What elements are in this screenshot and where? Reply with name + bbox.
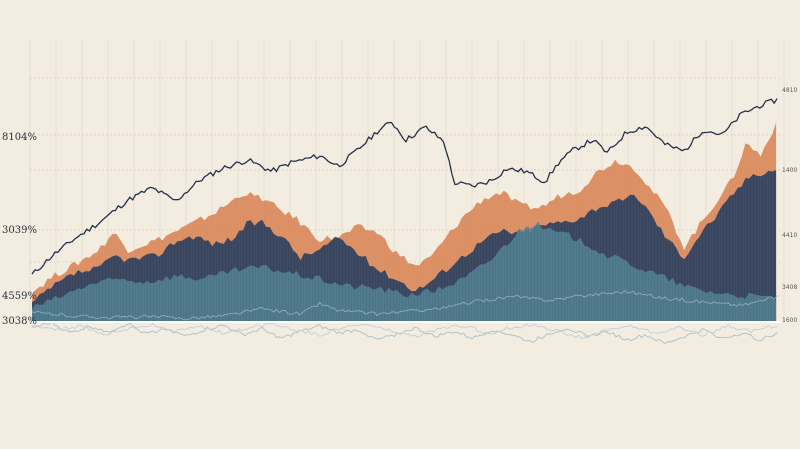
series-area (32, 221, 777, 321)
x-axis-baseline (30, 321, 782, 323)
right-tick-label: 3408 (782, 284, 797, 291)
y-tick-labels: 8104% 3039% 4559% 3038% (2, 132, 37, 327)
series-layer (31, 80, 780, 345)
y-tick-label: 3038% (2, 316, 37, 327)
series-line (31, 98, 778, 275)
right-tick-label: 1400 (782, 167, 797, 174)
right-tick-label: 4410 (782, 232, 797, 239)
series-line (31, 321, 778, 345)
right-tick-label: 4810 (782, 87, 797, 94)
y-tick-label: 8104% (2, 132, 37, 143)
y-tick-label: 3039% (2, 225, 37, 236)
series-line (31, 289, 778, 321)
y-tick-label: 4559% (2, 291, 37, 302)
right-tick-labels: 4810 1400 4410 3408 1600 (782, 87, 797, 324)
series-line (31, 322, 778, 339)
right-tick-label: 1600 (782, 317, 797, 324)
